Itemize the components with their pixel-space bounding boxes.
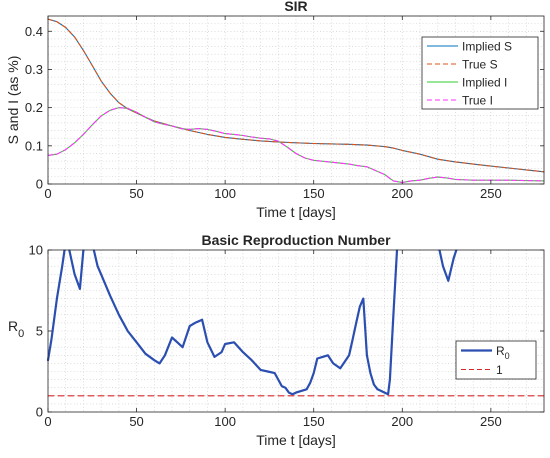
- sir-xtick-label: 50: [129, 186, 143, 201]
- sir-ticks: 0 50 100 150 200 250 0 0.1 0.2 0.3 0.4: [25, 16, 544, 201]
- r0-series-line-1: [436, 240, 461, 282]
- sir-ylabel: S and I (as %): [5, 56, 21, 145]
- r0-series-group: [46, 240, 545, 397]
- r0-legend-label-sub: 0: [505, 351, 510, 361]
- r0-legend: R01: [455, 340, 537, 380]
- sir-legend-label-main: Implied I: [462, 76, 507, 90]
- sir-ytick-label: 0.4: [25, 24, 43, 39]
- r0-xtick-label: 100: [214, 414, 236, 429]
- r0-legend-label: 1: [496, 363, 503, 377]
- sir-xtick-label: 150: [303, 186, 325, 201]
- r0-legend-label-main: 1: [496, 363, 503, 377]
- sir-axes-box: [47, 15, 545, 185]
- r0-xtick-label: 50: [129, 414, 143, 429]
- r0-legend-box: [455, 340, 537, 380]
- sir-legend-label-main: Implied S: [462, 40, 512, 54]
- sir-legend-label-main: True I: [462, 94, 493, 108]
- sir-top-mask: [46, 2, 546, 16]
- sir-chart: 0 50 100 150 200 250 0 0.1 0.2 0.3 0.4 SIR Time t [d…: [5, 0, 546, 220]
- sir-ytick-label: 0.3: [25, 62, 43, 77]
- r0-xtick-label: 150: [303, 414, 325, 429]
- r0-ylabel: R0: [8, 318, 24, 340]
- r0-series-line-0: [46, 240, 400, 396]
- sir-series-line-3: [47, 107, 545, 184]
- sir-legend-label-main: True S: [462, 58, 498, 72]
- sir-legend-label: True I: [462, 94, 493, 108]
- r0-ytick-label: 10: [29, 243, 43, 258]
- sir-series-line-1: [47, 18, 545, 173]
- sir-xtick-label: 100: [214, 186, 236, 201]
- r0-legend-label-main: R: [496, 344, 505, 358]
- sir-ytick-label: 0: [36, 177, 43, 192]
- r0-title: Basic Reproduction Number: [201, 232, 391, 248]
- r0-ytick-label: 0: [36, 405, 43, 420]
- r0-ytick-label: 5: [36, 324, 43, 339]
- r0-xtick-label: 200: [391, 414, 413, 429]
- sir-legend-label: True S: [462, 58, 498, 72]
- r0-xlabel: Time t [days]: [256, 432, 336, 448]
- sir-xtick-label: 200: [391, 186, 413, 201]
- r0-xtick-label: 0: [44, 414, 51, 429]
- sir-title: SIR: [284, 0, 307, 14]
- sir-ytick-label: 0.1: [25, 138, 43, 153]
- sir-xtick-label: 250: [480, 186, 502, 201]
- sir-ytick-label: 0.2: [25, 100, 43, 115]
- sir-xtick-label: 0: [44, 186, 51, 201]
- sir-legend-label: Implied S: [462, 40, 512, 54]
- sir-legend-label: Implied I: [462, 76, 507, 90]
- r0-top-mask: [46, 236, 546, 250]
- sir-xlabel: Time t [days]: [256, 204, 336, 220]
- r0-xtick-label: 250: [480, 414, 502, 429]
- sir-legend: Implied S True S Implied I True I: [421, 36, 539, 110]
- sir-legend-box: [421, 36, 539, 110]
- r0-legend-label: R0: [496, 344, 510, 361]
- sir-series-group: [47, 18, 545, 184]
- r0-ylabel-sub: 0: [18, 328, 24, 340]
- r0-ylabel-main: R: [8, 318, 18, 334]
